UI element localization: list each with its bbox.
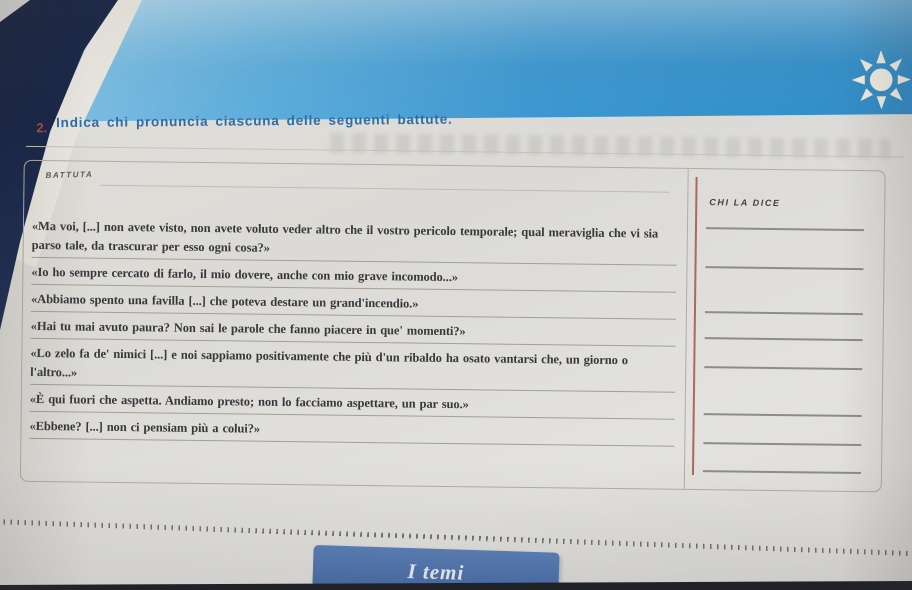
battuta-text: «Ebbene? [...] non ci pensiam più a colu… [29,418,261,436]
battuta-row: «Ma voi, [...] non avete visto, non avet… [31,216,678,266]
sun-burst-icon [851,50,911,110]
column-divider-accent [691,177,698,476]
battuta-text: «Hai tu mai avuto paura? Non sai le paro… [30,318,466,339]
exercise-instruction: Indica chi pronuncia ciascuna delle segu… [56,111,453,131]
battuta-column: BATTUTA «Ma voi, [...] non avete visto, … [21,161,688,489]
exercise-number: 2. [36,120,48,136]
page-top-band [0,0,912,123]
exercise-instruction-row: 2. Indica chi pronuncia ciascuna delle se… [36,111,453,136]
answer-lines [689,169,885,475]
section-divider-rule [25,145,904,158]
chi-la-dice-header: CHI LA DICE [709,197,781,209]
answer-line [704,337,863,342]
battuta-text: «Ma voi, [...] non avete visto, non avet… [31,218,659,255]
battuta-row: «Io ho sempre cercato di farlo, il mio d… [31,262,677,293]
battuta-row: «Hai tu mai avuto paura? Non sai le paro… [30,316,676,347]
battuta-text: «Io ho sempre cercato di farlo, il mio d… [31,264,459,285]
chi-la-dice-column: CHI LA DICE [683,168,885,492]
battuta-row: «Ebbene? [...] non ci pensiam più a colu… [29,416,675,447]
battuta-row: «Lo zelo fa de' nimici [...] e noi sappi… [30,343,676,393]
answer-line [703,442,862,447]
battute-list: «Ma voi, [...] non avete visto, non avet… [29,216,678,452]
battute-table: BATTUTA «Ma voi, [...] non avete visto, … [19,159,886,493]
battuta-row: «Abbiamo spento una favilla [...] che po… [30,289,677,320]
answer-line [702,470,862,475]
battuta-text: «Lo zelo fa de' nimici [...] e noi sappi… [30,345,629,380]
answer-line [705,266,864,271]
battuta-text: «È qui fuori che aspetta. Andiamo presto… [29,391,469,412]
header-underline [100,184,670,193]
answer-line [704,366,863,371]
answer-line [703,413,862,418]
answer-line [705,227,864,232]
battuta-text: «Abbiamo spento una favilla [...] che po… [30,291,419,311]
battuta-row: «È qui fuori che aspetta. Andiamo presto… [29,389,675,420]
answer-line [704,311,863,316]
battuta-column-header: BATTUTA [45,169,94,180]
